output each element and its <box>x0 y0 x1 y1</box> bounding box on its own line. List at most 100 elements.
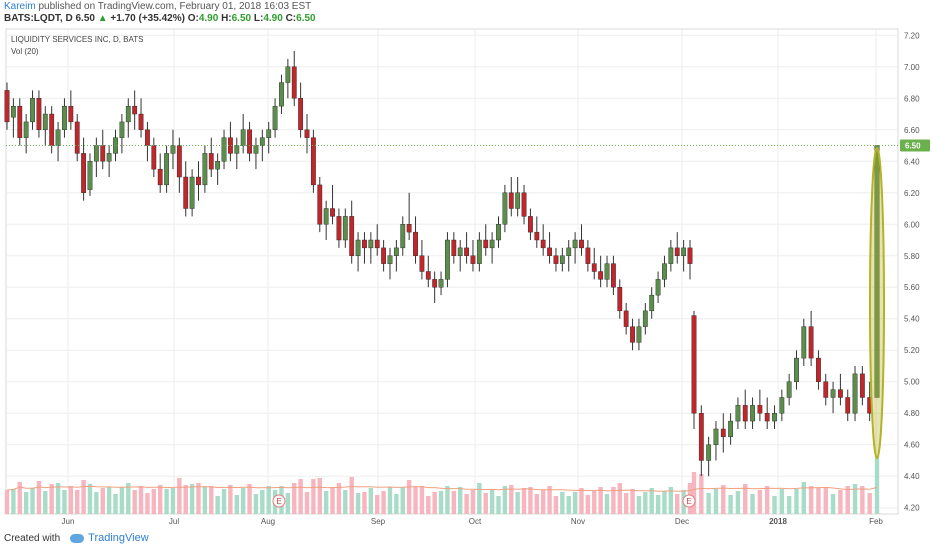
volume-bar <box>515 492 520 514</box>
volume-bar <box>636 496 642 514</box>
candle-body <box>591 263 597 272</box>
candle-body <box>151 145 157 170</box>
candle-body <box>393 247 399 256</box>
candle-body <box>496 224 501 241</box>
x-tick-label: Jul <box>169 517 179 526</box>
candle-body <box>642 310 648 327</box>
volume-bar <box>253 494 259 514</box>
volume-bar <box>151 489 157 514</box>
candle-body <box>272 105 278 130</box>
candle-body <box>585 247 591 264</box>
x-tick-label: Feb <box>869 517 883 526</box>
candle-body <box>215 161 221 170</box>
candle-body <box>464 247 469 256</box>
volume-bar <box>838 490 843 514</box>
volume-bar <box>336 483 342 514</box>
volume-bar <box>649 488 654 514</box>
candle-body <box>221 137 227 162</box>
candle-body <box>604 263 610 280</box>
candle-body <box>547 247 552 256</box>
volume-bar <box>132 490 137 514</box>
volume-bar <box>643 492 648 514</box>
volume-bar <box>400 487 405 514</box>
candle-body <box>164 153 169 186</box>
volume-bar <box>375 495 380 514</box>
volume-bar <box>362 492 367 514</box>
candle-body <box>534 231 540 241</box>
author-link[interactable]: Kareim <box>4 1 36 12</box>
volume-bar <box>215 496 220 514</box>
candle-body <box>566 247 572 256</box>
volume-bar <box>750 494 755 514</box>
volume-bar <box>209 486 214 514</box>
quote-line: BATS:LQDT, D 6.50 ▲ +1.70 (+35.42%) O:4.… <box>4 13 316 24</box>
y-tick-label: 5.80 <box>904 252 920 261</box>
candle-body <box>49 113 55 146</box>
candle-body <box>816 357 821 382</box>
candle-body <box>93 145 99 162</box>
candle-body <box>515 192 521 209</box>
volume-bar <box>406 480 412 514</box>
x-tick-label: Sep <box>371 517 386 526</box>
low-value: 4.90 <box>263 13 283 24</box>
x-tick-label: Jun <box>62 517 75 526</box>
volume-bar <box>368 488 374 514</box>
candle-body <box>419 255 425 272</box>
candle-body <box>196 176 201 186</box>
volume-bar <box>87 483 93 514</box>
candle-body <box>342 216 348 241</box>
volume-bar <box>432 492 437 514</box>
volume-bar <box>304 492 310 514</box>
volume-bar <box>234 495 239 514</box>
volume-bar <box>598 487 603 514</box>
volume-bar <box>553 496 559 514</box>
volume-bar <box>183 485 188 514</box>
volume-bar <box>801 482 806 514</box>
price-chart[interactable]: 4.20 4.40 4.60 4.80 5.00 5.20 5.40 5.60 5.80 6.00… <box>0 0 932 532</box>
volume-bar <box>119 487 125 514</box>
candle-body <box>247 129 252 154</box>
volume-bar <box>311 479 316 514</box>
candle-body <box>764 413 770 422</box>
volume-bar <box>655 495 661 514</box>
volume-bar <box>713 489 719 514</box>
volume-bar <box>592 491 597 514</box>
candle-body <box>687 247 693 264</box>
volume-bar <box>786 496 792 514</box>
highlight-ellipse <box>869 146 885 460</box>
candle-body <box>259 137 265 146</box>
volume-bar <box>330 487 335 514</box>
volume-bar <box>470 490 476 514</box>
candle-body <box>4 90 10 123</box>
volume-bar <box>285 493 291 514</box>
candle-body <box>470 255 476 264</box>
volume-bar <box>489 489 495 514</box>
candle-body <box>779 397 785 414</box>
volume-bar <box>100 488 105 514</box>
volume-bar <box>157 485 163 514</box>
plot-frame <box>5 28 899 515</box>
y-tick-label: 5.40 <box>904 315 920 324</box>
candle-body <box>823 381 829 398</box>
volume-bar <box>413 487 418 514</box>
candle-body <box>323 208 329 225</box>
created-with-text: Created with <box>4 532 61 544</box>
y-tick-label: 4.20 <box>904 504 920 513</box>
y-tick-label: 6.20 <box>904 189 920 198</box>
volume-bar <box>534 494 540 514</box>
candle-body <box>406 224 412 233</box>
close-label: C: <box>285 13 297 24</box>
candle-body <box>279 82 284 107</box>
y-tick-label: 5.00 <box>904 378 920 387</box>
y-tick-label: 7.00 <box>904 63 920 72</box>
candle-body <box>728 420 734 438</box>
candle-body <box>521 192 527 217</box>
candle-body <box>489 239 495 249</box>
tradingview-brand-link[interactable]: TradingView <box>88 532 149 544</box>
volume-bar <box>23 492 29 514</box>
volume-bar <box>477 483 482 514</box>
candle-body <box>611 263 616 288</box>
candle-body <box>757 405 763 414</box>
volume-bar <box>735 491 741 514</box>
candle-body <box>17 105 23 138</box>
